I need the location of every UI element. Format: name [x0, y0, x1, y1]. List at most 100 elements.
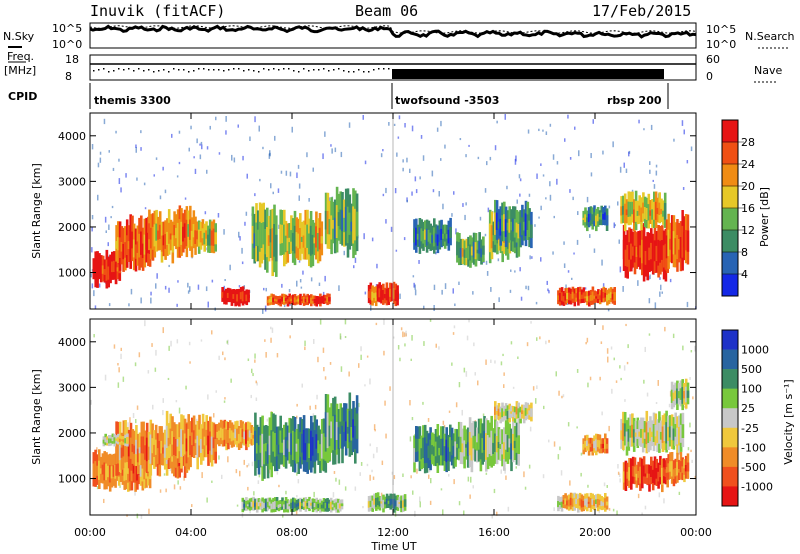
speckle — [147, 370, 150, 374]
nave-dot — [163, 69, 165, 71]
speckle — [584, 287, 587, 290]
data-cell-core — [624, 249, 628, 266]
data-cell-core — [283, 439, 286, 456]
speckle — [694, 475, 697, 480]
data-cell-core — [513, 440, 517, 449]
data-cell-core — [422, 231, 425, 244]
data-cell-core — [499, 218, 502, 236]
data-cell-core — [450, 440, 454, 456]
speckle — [405, 330, 407, 336]
data-cell-core — [163, 444, 167, 458]
speckle — [91, 215, 94, 220]
speckle — [278, 484, 280, 488]
speckle — [422, 155, 425, 161]
speckle — [620, 377, 622, 381]
speckle — [470, 476, 472, 483]
speckle — [542, 474, 545, 479]
data-cell-core — [322, 502, 326, 509]
speckle — [246, 465, 248, 468]
data-cell-core — [103, 269, 107, 275]
data-cell-core — [277, 504, 281, 508]
data-cell-core — [156, 448, 160, 464]
speckle — [503, 384, 505, 388]
data-cell-core — [111, 437, 115, 442]
data-cell-core — [620, 430, 623, 440]
speckle — [474, 372, 476, 376]
data-cell-core — [628, 242, 631, 260]
nave-dot — [188, 71, 190, 73]
data-cell-core — [420, 228, 423, 242]
nave-dot — [148, 69, 150, 71]
data-cell-core — [441, 438, 445, 456]
speckle — [619, 266, 622, 273]
data-cell-core — [230, 294, 234, 302]
data-cell-core — [477, 433, 481, 450]
data-cell-core — [526, 408, 530, 415]
velocity-colorbar-cell — [722, 486, 738, 507]
speckle — [422, 401, 424, 405]
speckle — [638, 119, 640, 124]
speckle — [573, 252, 575, 255]
data-cell-core — [600, 501, 603, 507]
speckle — [536, 337, 538, 341]
nave-dot — [168, 71, 170, 73]
data-cell-core — [118, 436, 122, 461]
data-cell-core — [589, 295, 593, 301]
data-cell-core — [284, 437, 288, 457]
nave-bar-twofsound — [392, 69, 664, 79]
x-tick-label: 20:00 — [579, 526, 611, 539]
speckle — [458, 281, 460, 285]
data-cell-core — [330, 421, 333, 439]
data-cell-core — [197, 229, 201, 247]
data-cell-core — [634, 200, 638, 222]
data-cell-core — [627, 201, 631, 217]
data-cell-core — [669, 238, 672, 250]
data-cell-core — [517, 224, 520, 239]
data-cell-core — [672, 469, 676, 479]
speckle — [322, 347, 325, 353]
speckle — [593, 248, 596, 253]
speckle — [661, 291, 663, 294]
beam-title: Beam 06 — [355, 2, 418, 20]
speckle — [344, 336, 347, 339]
speckle — [333, 471, 336, 474]
data-cell-core — [674, 468, 677, 477]
data-cell-core — [124, 242, 127, 258]
power-colorbar-tick-label: 28 — [741, 136, 755, 149]
speckle — [472, 485, 474, 489]
data-cell-core — [373, 498, 376, 505]
speckle — [524, 486, 527, 490]
speckle — [272, 191, 274, 195]
data-cell-core — [519, 412, 522, 419]
data-cell-core — [328, 425, 332, 447]
data-cell-core — [681, 225, 684, 258]
speckle — [259, 178, 261, 182]
data-cell-core — [631, 424, 634, 438]
speckle — [154, 367, 157, 372]
speckle — [655, 164, 658, 168]
speckle — [512, 386, 515, 389]
data-cell-core — [126, 437, 129, 444]
speckle — [282, 514, 284, 518]
speckle — [117, 382, 120, 388]
speckle — [549, 194, 552, 201]
data-cell-core — [268, 435, 272, 456]
power-heatmap — [90, 113, 697, 314]
data-cell-core — [352, 419, 355, 438]
speckle — [207, 394, 209, 400]
data-cell-core — [642, 465, 646, 477]
data-cell-core — [92, 267, 96, 272]
speckle — [255, 397, 258, 401]
speckle — [555, 371, 557, 377]
speckle — [412, 275, 415, 278]
data-cell-core — [291, 232, 295, 251]
data-cell-core — [200, 439, 203, 453]
data-cell-core — [101, 464, 105, 475]
speckle — [164, 285, 167, 290]
speckle — [433, 284, 436, 291]
data-cell-core — [313, 430, 317, 462]
speckle — [468, 319, 470, 323]
speckle — [689, 422, 691, 428]
speckle — [563, 263, 566, 268]
data-cell-core — [470, 246, 474, 256]
